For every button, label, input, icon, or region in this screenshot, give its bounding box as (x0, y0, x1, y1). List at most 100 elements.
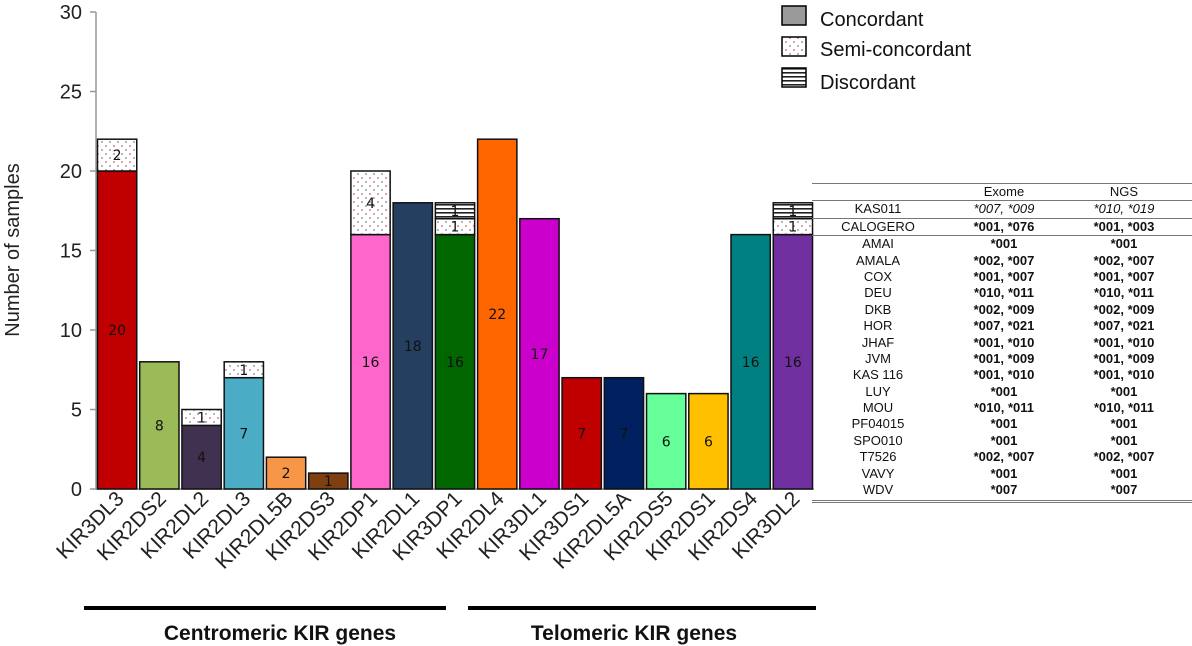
table-row: JHAF *001, *010 *001, *010 (812, 335, 1192, 351)
bar-value-label: 18 (404, 339, 422, 355)
bar-value-label: 1 (239, 363, 248, 379)
legend-swatch-concordant (781, 5, 807, 26)
table-row: AMAI *001 *001 (812, 236, 1192, 252)
table-row: WDV *007 *007 (812, 482, 1192, 498)
cell-exome: *002, *007 (973, 252, 1035, 268)
cell-exome: *001, *007 (973, 268, 1035, 284)
bar-value-label: 6 (662, 434, 671, 450)
table-row: T7526 *002, *007 *002, *007 (812, 449, 1192, 465)
cell-sample: DEU (864, 285, 892, 301)
cell-sample: VAVY (861, 465, 895, 481)
table-row: KAS011 *007, *009 *010, *019 (812, 201, 1192, 219)
legend-swatch-semi-concordant (781, 36, 807, 57)
cell-ngs: *001 (1110, 465, 1138, 481)
bar-value-label: 16 (784, 355, 802, 371)
table-row: LUY *001 *001 (812, 384, 1192, 400)
bar-concordant-kir2dl4 (476, 138, 518, 490)
group-label-telomeric: Telomeric KIR genes (531, 622, 737, 645)
bar-discordant-kir3dp1 (434, 202, 476, 220)
table-row: KAS 116 *001, *010 *001, *010 (812, 367, 1192, 383)
bar-concordant-kir2ds5 (645, 392, 687, 490)
bar-value-label: 7 (619, 426, 628, 442)
legend-label-discordant: Discordant (820, 72, 916, 94)
bar-value-label: 6 (704, 434, 713, 450)
cell-ngs: *002, *009 (1093, 301, 1155, 317)
cell-exome: *001, *076 (973, 218, 1035, 234)
cell-exome: *001 (990, 416, 1018, 432)
bar-concordant-kir2ds2 (138, 361, 180, 490)
bar-value-label: 4 (197, 450, 206, 466)
bar-concordant-kir2dl5b (265, 456, 307, 490)
cell-ngs: *001 (1110, 416, 1138, 432)
bar-value-label: 8 (155, 418, 164, 434)
group-label-centromeric: Centromeric KIR genes (164, 622, 396, 645)
bar-value-label: 16 (742, 355, 760, 371)
bar-concordant-kir2dl5a (603, 376, 645, 490)
cell-exome: *002, *007 (973, 449, 1035, 465)
cell-sample: MOU (862, 400, 894, 416)
cell-exome: *001 (990, 432, 1018, 448)
bar-concordant-kir3ds1 (561, 376, 603, 490)
table-row: SPO010 *001 *001 (812, 433, 1192, 449)
y-tick-label: 30 (60, 2, 82, 24)
cell-sample: KAS011 (854, 201, 902, 217)
bar-value-label: 22 (488, 307, 506, 323)
bar-concordant-kir2dl3 (223, 376, 265, 490)
bar-value-label: 7 (577, 426, 586, 442)
allele-comparison-table: Exome NGS KAS011 *007, *009 *010, *019 C… (812, 183, 1192, 504)
table-bottom-rule (812, 500, 1192, 504)
bar-semi-concordant-kir2dl2 (181, 408, 222, 427)
cell-sample: DKB (864, 301, 892, 317)
cell-exome: *007 (990, 482, 1018, 498)
cell-sample: CALOGERO (841, 218, 915, 234)
bar-value-label: 1 (788, 204, 797, 220)
table-row: DKB *002, *009 *002, *009 (812, 302, 1192, 318)
cell-exome: *001, *009 (973, 350, 1035, 366)
bar-value-label: 1 (451, 220, 460, 236)
cell-ngs: *002, *007 (1093, 252, 1155, 268)
table-row: DEU *010, *011 *010, *011 (812, 285, 1192, 301)
bar-value-label: 20 (108, 323, 126, 339)
bar-value-label: 17 (531, 347, 549, 363)
cell-ngs: *001, *010 (1093, 367, 1155, 383)
cell-sample: COX (863, 268, 893, 284)
cell-sample: KAS 116 (852, 367, 904, 383)
bar-concordant-kir2ds4 (730, 233, 772, 490)
cell-exome: *001 (990, 236, 1018, 252)
cell-sample: JVM (865, 350, 891, 366)
y-tick-label: 25 (60, 82, 82, 104)
cell-sample: SPO010 (853, 432, 903, 448)
cell-exome: *010, *011 (973, 400, 1034, 416)
legend: Concordant Semi-concordant Discordant (781, 5, 972, 94)
cell-ngs: *007 (1110, 482, 1138, 498)
table-row: JVM *001, *009 *001, *009 (812, 351, 1192, 367)
cell-ngs: *001 (1110, 432, 1138, 448)
cell-ngs: *001, *010 (1093, 334, 1155, 350)
table-row: CALOGERO *001, *076 *001, *003 (812, 218, 1192, 237)
bar-semi-concordant-kir2dp1 (350, 170, 391, 236)
bar-concordant-kir2dl1 (392, 202, 434, 490)
cell-ngs: *001, *009 (1093, 350, 1155, 366)
header-sample (812, 184, 944, 200)
table-row: MOU *010, *011 *010, *011 (812, 400, 1192, 416)
y-tick-label: 5 (71, 400, 82, 422)
legend-label-semi-concordant: Semi-concordant (820, 39, 972, 61)
table-row: PF04015 *001 *001 (812, 416, 1192, 432)
cell-ngs: *001, *003 (1093, 218, 1155, 234)
y-axis-label: Number of samples (2, 163, 24, 336)
bar-value-label: 2 (282, 466, 291, 482)
cell-exome: *001, *010 (973, 367, 1035, 383)
bar-concordant-kir3dp1 (434, 233, 476, 490)
y-tick-label: 15 (60, 241, 82, 263)
bar-value-label: 1 (324, 474, 333, 490)
cell-exome: *007, *021 (973, 318, 1035, 334)
bar-value-label: 16 (362, 355, 380, 371)
cell-sample: HOR (863, 318, 893, 334)
cell-sample: AMAI (862, 236, 894, 252)
cell-ngs: *010, *011 (1093, 400, 1154, 416)
table-row: VAVY *001 *001 (812, 466, 1192, 482)
bar-concordant-kir3dl1 (519, 217, 560, 490)
bar-semi-concordant-kir3dl3 (96, 138, 138, 172)
cell-ngs: *010, *019 (1093, 201, 1155, 217)
bar-value-label: 2 (113, 148, 122, 164)
